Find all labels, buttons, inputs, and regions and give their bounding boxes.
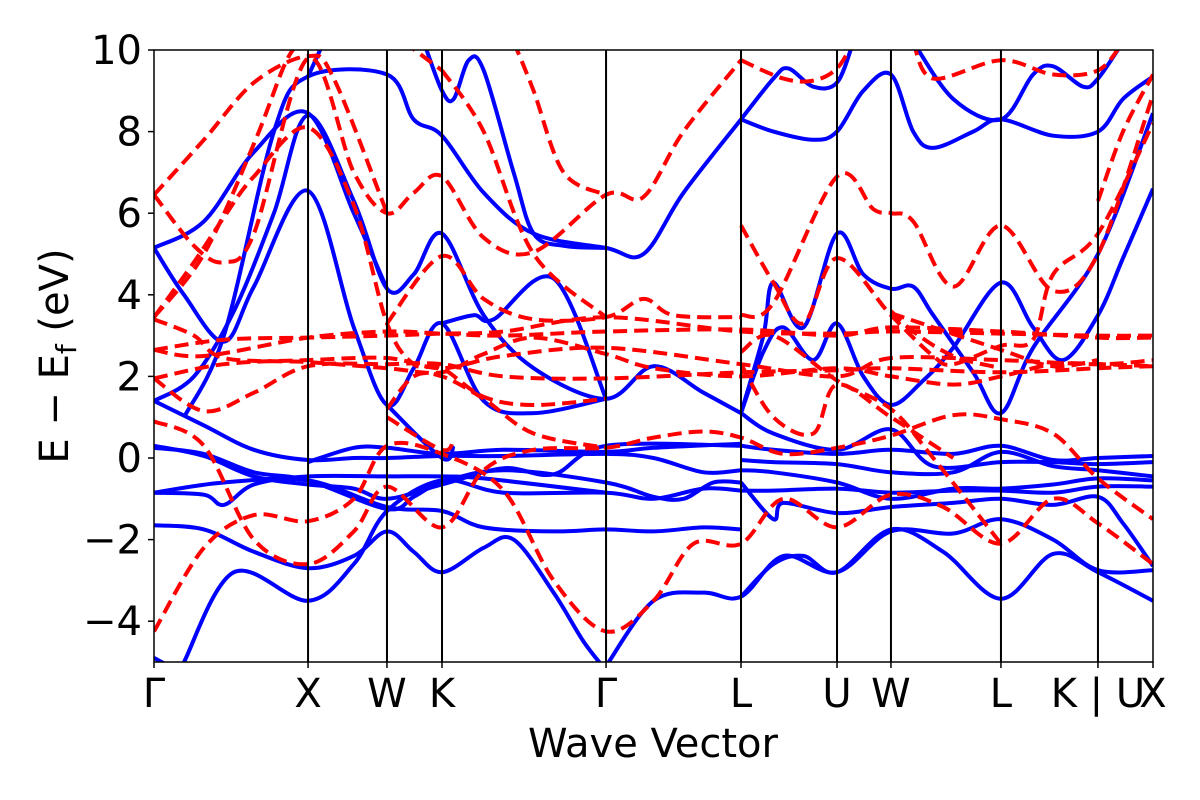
x-tick-label-5: L [730, 671, 753, 717]
spin-down-band-25 [1096, 73, 1153, 202]
x-tick-label-7: W [871, 671, 911, 717]
y-tick-label-3: 2 [117, 354, 142, 400]
y-tick-label-1: −2 [83, 518, 142, 564]
spin-down-band-17 [740, 50, 852, 84]
y-tick-label-6: 8 [117, 110, 142, 156]
spin-down-band-9 [154, 53, 389, 214]
spin-up-band-22 [739, 411, 1153, 470]
spin-up-band-0 [154, 656, 166, 662]
x-tick-label-9: K | U [1051, 671, 1145, 717]
x-tick-label-1: X [294, 671, 321, 717]
spin-up-band-24 [740, 449, 1153, 479]
spin-up-band-19 [916, 50, 1121, 123]
spin-up-band-29 [739, 526, 1153, 603]
spin-down-band-18 [739, 122, 1153, 367]
spin-up-band-8 [307, 441, 742, 465]
y-axis-title-main: E − E [32, 354, 78, 464]
spin-up-band-12 [182, 67, 743, 419]
x-tick-label-3: K [429, 671, 457, 717]
spin-down-band-1 [154, 412, 1153, 567]
spin-up-band-4 [154, 476, 742, 534]
y-axis: −4 −2 0 2 4 6 8 10 [83, 28, 154, 645]
high-symmetry-lines [307, 50, 1099, 662]
spin-up-band-26 [740, 484, 1153, 495]
spin-up-band-9 [154, 113, 742, 415]
x-axis-title: Wave Vector [528, 721, 779, 767]
x-tick-label-2: W [367, 671, 407, 717]
spin-up-band-18 [739, 50, 853, 121]
y-tick-label-0: −4 [83, 599, 142, 645]
spin-down-band-21 [739, 363, 955, 460]
x-tick-label-4: Γ [595, 671, 618, 717]
spin-down-band-15 [411, 50, 444, 73]
spin-up-band-27 [739, 481, 1153, 568]
spin-down-band-14 [440, 69, 608, 319]
spin-up-band-23 [740, 443, 1153, 463]
spin-up-band-2 [182, 477, 742, 662]
y-tick-label-7: 10 [91, 28, 142, 74]
plot-frame [153, 49, 1154, 663]
x-tick-label-8: L [990, 671, 1013, 717]
spin-down-band-16 [514, 50, 607, 197]
spin-down-band-0 [154, 440, 1153, 634]
y-tick-label-4: 4 [117, 273, 142, 319]
y-tick-label-2: 0 [117, 436, 142, 482]
spin-down-band-24 [889, 309, 1002, 371]
y-axis-title-unit: (eV) [32, 248, 78, 344]
spin-down-band-22 [890, 311, 1099, 369]
spin-down-band-13 [385, 370, 607, 450]
spin-up-band-1 [154, 523, 602, 662]
x-tick-label-10: X [1139, 671, 1166, 717]
spin-down-band-10 [154, 50, 296, 319]
spin-down-band-8 [154, 55, 743, 265]
spin-up-band-15 [424, 50, 607, 250]
spin-up-band-7 [154, 399, 742, 475]
spin-down-band-2 [154, 361, 1153, 414]
x-tick-label-6: U [822, 671, 851, 717]
spin-down-band-20 [739, 332, 1003, 545]
y-axis-title-subscript: f [50, 343, 83, 354]
band-lines [154, 50, 1153, 662]
y-axis-title: E − Ef (eV) [32, 248, 83, 463]
spin-up-band-17 [740, 70, 1153, 150]
y-tick-label-5: 6 [117, 191, 142, 237]
spin-down-band-19 [740, 94, 1153, 319]
spin-up-band-20 [739, 187, 1153, 414]
spin-down-band-23 [913, 50, 1120, 81]
x-tick-label-0: Γ [143, 671, 166, 717]
spin-up-band-28 [606, 517, 1153, 662]
spin-up-band-3 [154, 473, 607, 508]
